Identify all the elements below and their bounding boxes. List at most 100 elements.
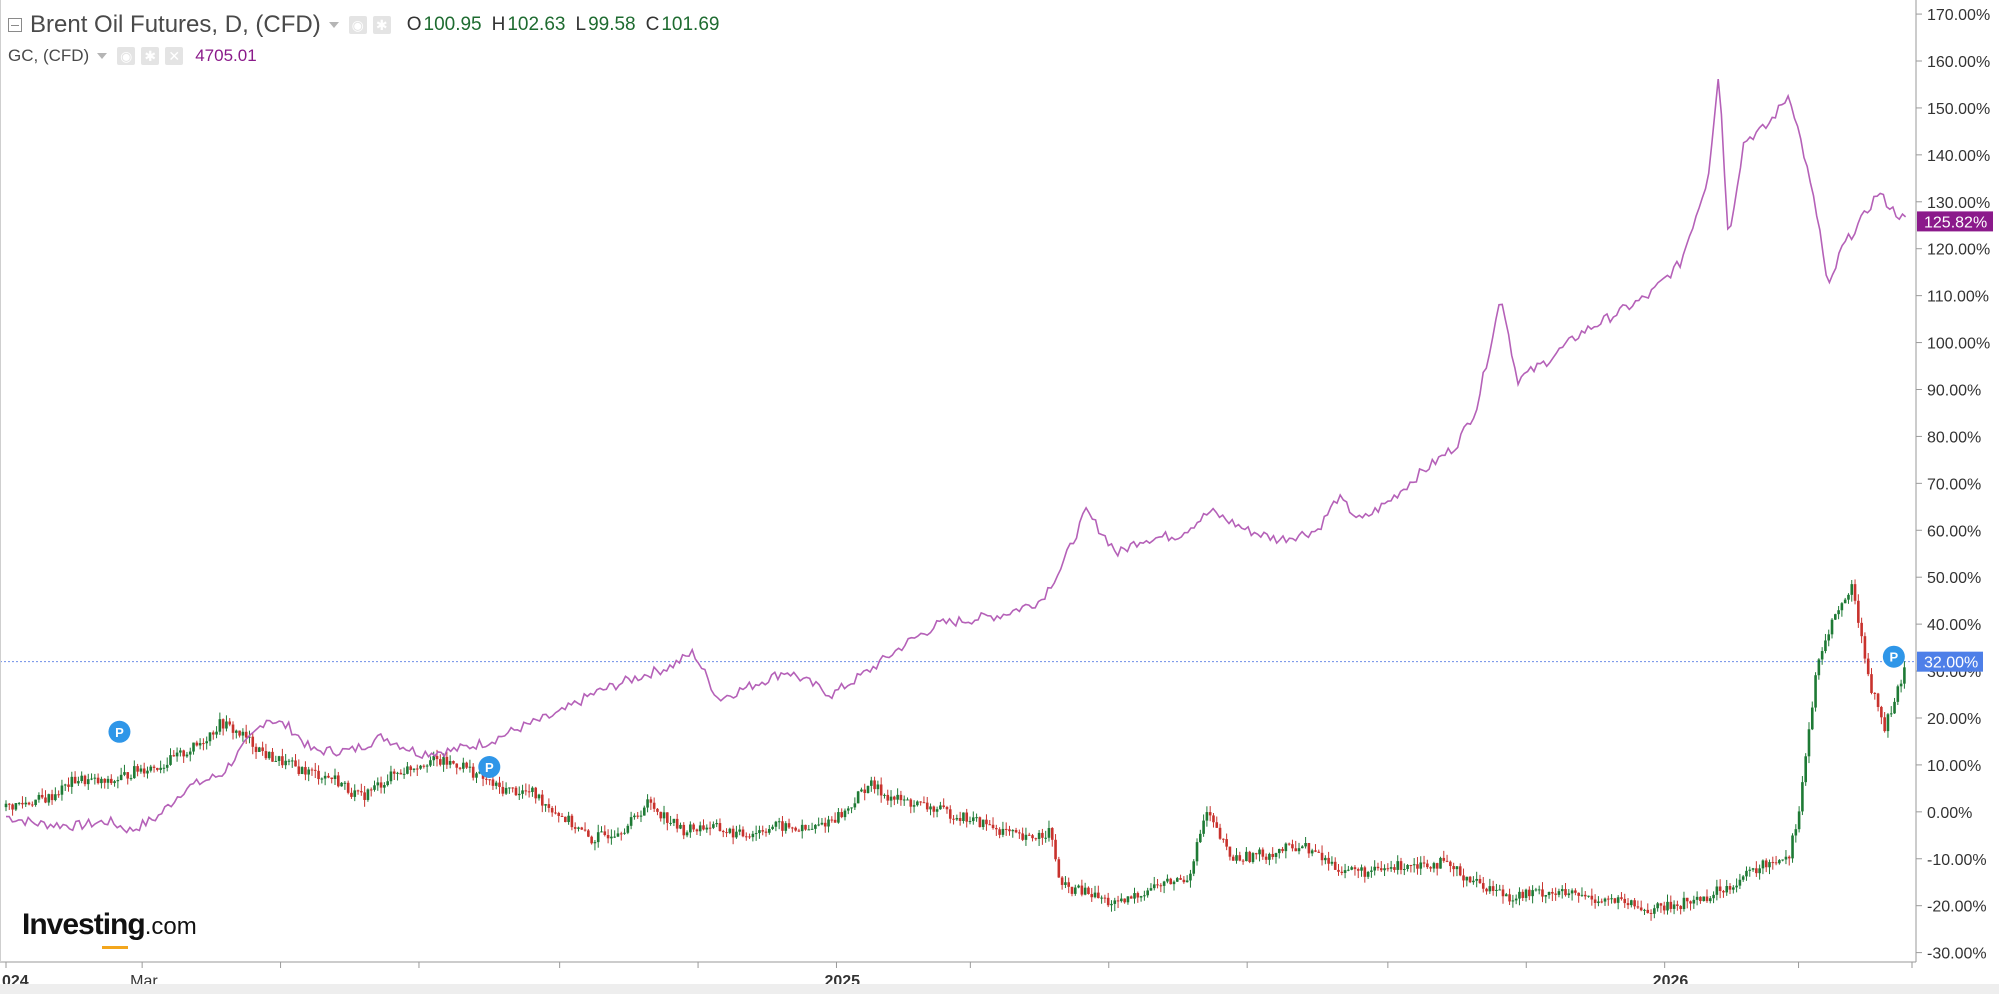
candle-body (1692, 899, 1696, 904)
candle-body (1093, 892, 1097, 898)
candle-body (40, 794, 44, 798)
candle-body (1083, 887, 1087, 895)
gear-icon[interactable]: ✱ (372, 16, 391, 34)
logo-main: Investing (22, 908, 146, 941)
candle-body (182, 750, 185, 757)
candle-body (1481, 883, 1485, 889)
candle-body (1231, 856, 1235, 861)
candle-body (1544, 895, 1548, 897)
candle-body (1442, 857, 1446, 861)
candle-body (1406, 865, 1409, 870)
candle-body (1152, 884, 1156, 889)
chevron-down-icon[interactable] (328, 22, 339, 28)
candle-body (593, 842, 597, 844)
candle-body (1504, 894, 1508, 897)
candle-body (1340, 871, 1344, 873)
candle-body (675, 818, 679, 829)
candle-body (705, 827, 709, 830)
candle-body (1468, 876, 1472, 883)
event-marker-icon[interactable] (108, 720, 131, 743)
candle-body (1254, 853, 1258, 855)
candle-body (1662, 905, 1666, 911)
candle-body (981, 819, 985, 828)
candle-body (531, 787, 534, 793)
candle-body (1616, 897, 1620, 903)
close-icon[interactable]: ✕ (165, 47, 184, 65)
candle-body (1143, 895, 1146, 897)
candle-body (415, 768, 419, 770)
chevron-down-icon[interactable] (97, 53, 108, 59)
candle-body (781, 821, 784, 831)
candle-body (912, 805, 916, 807)
candle-body (1501, 889, 1505, 897)
candle-body (833, 819, 837, 823)
candle-body (1139, 896, 1143, 898)
candle-body (366, 789, 370, 800)
candle-body (261, 747, 264, 752)
eye-icon[interactable]: ◉ (348, 16, 367, 34)
candle-body (1498, 889, 1502, 891)
candle-body (402, 773, 406, 775)
candle-body (626, 825, 630, 833)
candle-body (50, 794, 54, 801)
candle-body (271, 751, 274, 762)
candle-body (274, 760, 278, 762)
candle-body (300, 767, 304, 774)
candle-body (1534, 889, 1538, 891)
candle-body (175, 752, 179, 757)
event-marker-icon[interactable] (1882, 645, 1905, 668)
candle-body (412, 768, 416, 770)
candle-body (126, 772, 130, 779)
candle-body (1695, 896, 1699, 900)
event-marker-label: P (485, 760, 494, 775)
candle-body (1172, 881, 1176, 885)
candle-body (1791, 835, 1794, 859)
candle-body (517, 793, 521, 796)
event-marker-icon[interactable] (478, 755, 501, 778)
candle-body (419, 765, 422, 769)
candle-body (1129, 896, 1133, 899)
y-tick-label: -30.00% (1927, 946, 1987, 963)
candle-body (287, 760, 291, 762)
candle-body (471, 766, 475, 778)
candle-body (1248, 851, 1251, 862)
candle-body (768, 828, 771, 833)
candle-body (830, 819, 834, 821)
candle-body (866, 785, 870, 794)
candle-body (228, 721, 232, 725)
candle-body (100, 778, 103, 784)
gear-icon[interactable]: ✱ (141, 47, 160, 65)
candle-body (1804, 756, 1807, 783)
candle-body (1807, 729, 1811, 757)
candle-body (1896, 686, 1900, 702)
candle-body (27, 802, 31, 805)
eye-icon[interactable]: ◉ (117, 47, 136, 65)
candle-body (932, 806, 936, 812)
event-markers[interactable]: P P P (108, 645, 1905, 778)
candle-body (337, 775, 340, 787)
candle-body (540, 794, 544, 806)
collapse-icon[interactable] (8, 18, 22, 32)
candle-body (1870, 674, 1873, 693)
candle-body (1817, 659, 1821, 676)
candle-body (1475, 878, 1478, 881)
candle-body (1422, 862, 1426, 864)
candle-body (159, 767, 162, 770)
candle-body (1133, 893, 1136, 899)
candle-body (96, 777, 100, 784)
candle-body (123, 772, 126, 775)
candle-body (659, 811, 663, 819)
candle-body (1685, 897, 1689, 902)
candle-body (718, 823, 722, 831)
candle-body (1623, 898, 1627, 904)
y-tick-label: 120.00% (1927, 242, 1990, 259)
candle-body (1103, 897, 1107, 899)
investing-logo: Investing.com (22, 908, 197, 949)
candle-body (764, 831, 768, 833)
candle-body (1669, 901, 1673, 909)
candle-body (1238, 855, 1242, 861)
candle-body (1452, 866, 1455, 870)
candle-body (922, 802, 926, 804)
candle-body (1350, 867, 1353, 870)
